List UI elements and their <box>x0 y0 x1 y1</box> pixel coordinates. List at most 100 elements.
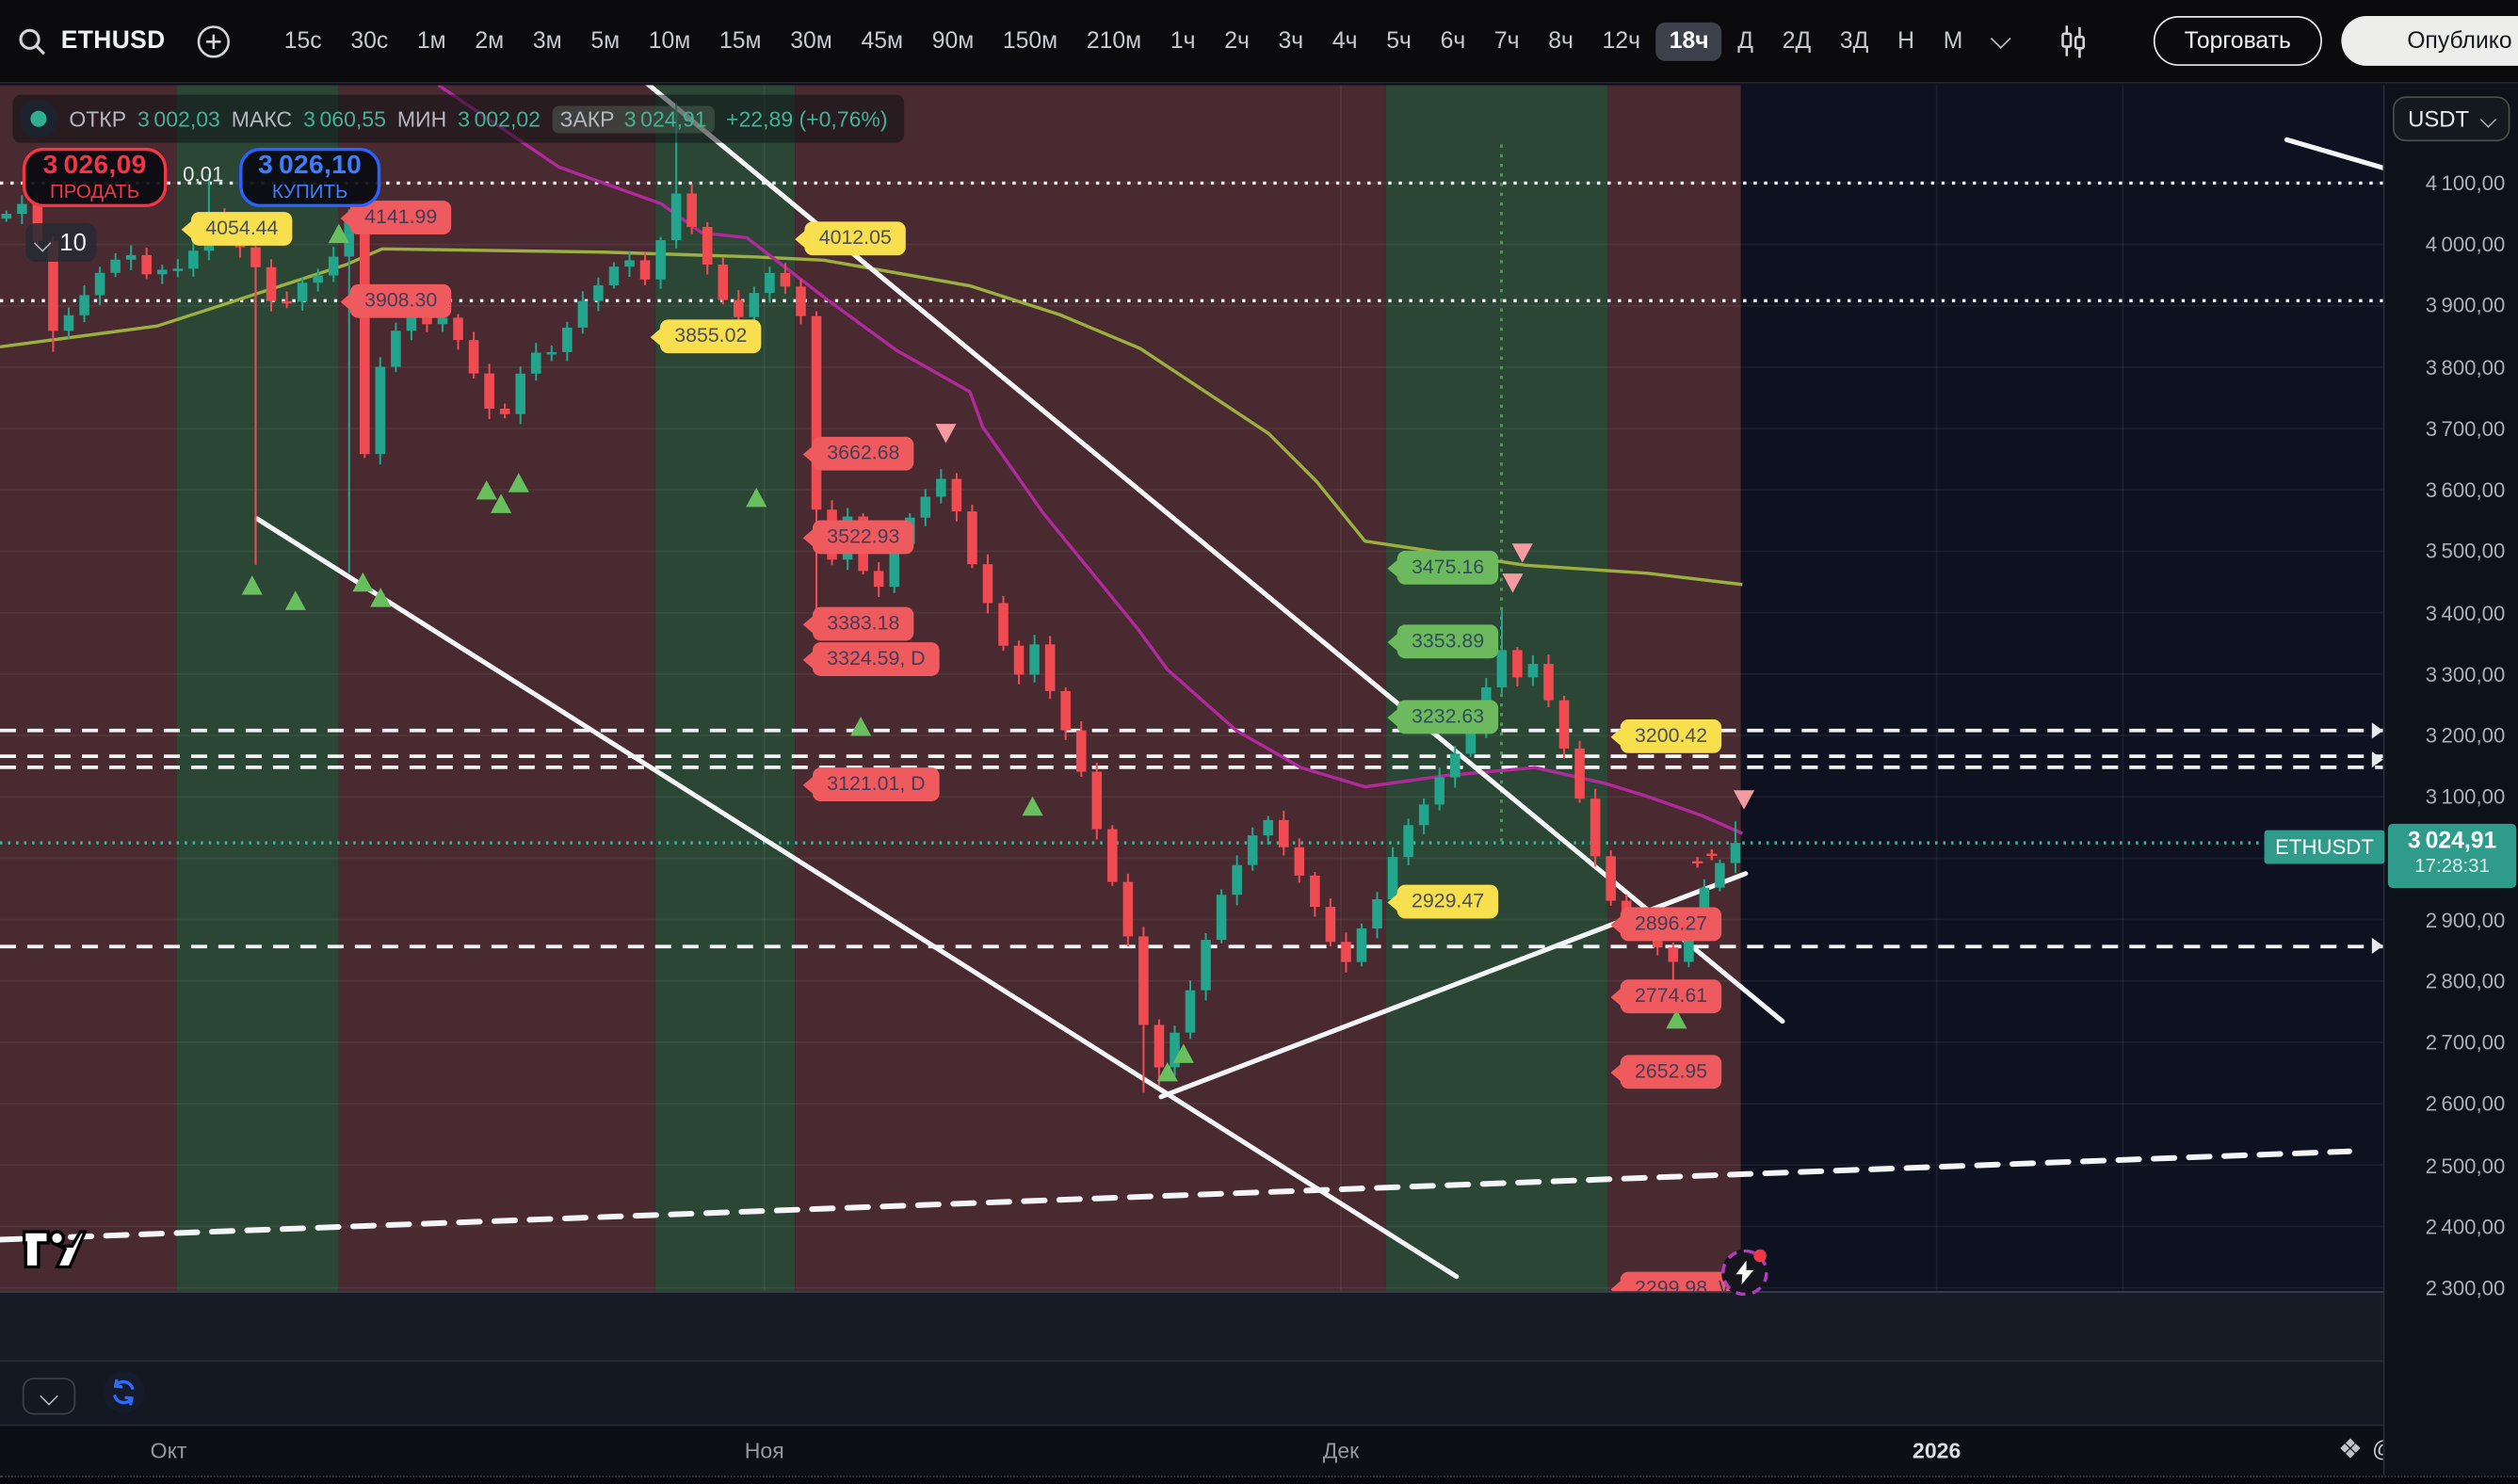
timeframe-2ч[interactable]: 2ч <box>1224 27 1250 55</box>
timeframe-Н[interactable]: Н <box>1897 27 1914 55</box>
timeframe-3Д[interactable]: 3Д <box>1839 27 1869 55</box>
axis-level-arrow <box>2371 938 2383 955</box>
timeframe-2Д[interactable]: 2Д <box>1782 27 1812 55</box>
axis-price-3400: 3 400,00 <box>2425 600 2506 625</box>
axis-level-arrow <box>2371 751 2383 768</box>
high-label: МАКС <box>231 106 293 131</box>
svg-text:+: + <box>1691 850 1703 874</box>
timeframe-8ч[interactable]: 8ч <box>1548 27 1574 55</box>
trend-lines <box>0 85 2383 1280</box>
low-value: 3 002,02 <box>458 106 541 131</box>
series-toggle-icon[interactable] <box>19 99 58 138</box>
timeframe-45м[interactable]: 45м <box>861 27 903 55</box>
timeframe-15с[interactable]: 15с <box>283 27 322 55</box>
timeframe-15м[interactable]: 15м <box>719 27 762 55</box>
axis-price-2300: 2 300,00 <box>2425 1275 2506 1300</box>
timeframe-2м[interactable]: 2м <box>475 27 505 55</box>
buy-label: КУПИТЬ <box>271 180 348 203</box>
timeframe-30с[interactable]: 30с <box>350 27 389 55</box>
timeframe-3м[interactable]: 3м <box>532 27 562 55</box>
currency-value: USDT <box>2408 105 2470 132</box>
time-label-2026: 2026 <box>1913 1438 1961 1463</box>
close-label: ЗАКР <box>559 106 615 131</box>
axis-level-arrow <box>2371 722 2383 739</box>
search-icon[interactable] <box>16 24 48 56</box>
timeframe-150м[interactable]: 150м <box>1002 27 1058 55</box>
time-label-Дек: Дек <box>1322 1438 1360 1463</box>
notification-dot <box>1753 1249 1767 1263</box>
close-group: ЗАКР 3 024,91 <box>551 105 716 133</box>
axis-price-4000: 4 000,00 <box>2425 232 2506 257</box>
currency-dropdown[interactable]: USDT <box>2392 96 2510 142</box>
timeframes-expand-icon[interactable] <box>1991 26 2011 56</box>
chevron-down-icon <box>2479 110 2496 127</box>
axis-price-3800: 3 800,00 <box>2425 355 2506 379</box>
lightning-alert-button[interactable] <box>1721 1249 1768 1297</box>
timeframe-210м[interactable]: 210м <box>1086 27 1142 55</box>
timeframe-30м[interactable]: 30м <box>790 27 832 55</box>
axis-price-2700: 2 700,00 <box>2425 1030 2506 1055</box>
chart-type-candles-icon[interactable] <box>2055 22 2093 60</box>
compare-add-icon[interactable] <box>194 22 233 60</box>
low-label: МИН <box>396 106 447 131</box>
sell-label: ПРОДАТЬ <box>49 180 140 203</box>
last-price-box: 3 024,91 17:28:31 <box>2387 823 2517 889</box>
lower-pane <box>0 1291 2383 1361</box>
chevron-down-icon <box>34 234 52 251</box>
time-label-Окт: Окт <box>150 1438 187 1463</box>
timeframe-7ч[interactable]: 7ч <box>1493 27 1520 55</box>
lot-size-dropdown[interactable]: 10 <box>25 223 97 262</box>
close-value: 3 024,91 <box>623 106 707 131</box>
background-bands <box>0 85 1741 1292</box>
trade-button[interactable]: Торговать <box>2154 16 2322 66</box>
timeframe-12ч[interactable]: 12ч <box>1602 27 1640 55</box>
svg-text:+: + <box>1705 844 1718 867</box>
timeframe-18ч[interactable]: 18ч <box>1656 22 1722 60</box>
timeframe-М[interactable]: М <box>1943 27 1963 55</box>
top-toolbar: ETHUSD 15с 30с 1м 2м 3м 5м 10м 15м 30м 45м 90м 150м… <box>0 0 2518 84</box>
last-price-symbol-tag: ETHUSDT <box>2264 830 2385 864</box>
timeframe-1м[interactable]: 1м <box>416 27 446 55</box>
timeframe-5м[interactable]: 5м <box>590 27 621 55</box>
axis-price-3600: 3 600,00 <box>2425 477 2506 503</box>
open-label: ОТКР <box>69 106 127 131</box>
publish-button[interactable]: Опублико <box>2340 16 2518 66</box>
timeframe-3ч[interactable]: 3ч <box>1278 27 1304 55</box>
timeframe-90м[interactable]: 90м <box>931 27 975 55</box>
countdown-time: 17:28:31 <box>2414 854 2490 878</box>
lot-size-value: 10 <box>59 229 87 257</box>
window-bottom-edge <box>0 1476 2518 1484</box>
binance-icon: ❖ <box>2337 1433 2363 1465</box>
timeframe-Д[interactable]: Д <box>1737 27 1754 55</box>
high-value: 3 060,55 <box>303 106 386 131</box>
axis-price-3100: 3 100,00 <box>2425 784 2506 809</box>
axis-price-3500: 3 500,00 <box>2425 539 2506 564</box>
pane-controls-row <box>0 1360 2383 1425</box>
refresh-button[interactable] <box>103 1371 145 1413</box>
sell-button[interactable]: 3 026,09 ПРОДАТЬ <box>22 147 168 207</box>
price-axis[interactable]: USDT 3 024,91 17:28:31 4 100,00 4 000,00 3… <box>2382 85 2518 1476</box>
timeframe-1ч[interactable]: 1ч <box>1170 27 1196 55</box>
axis-price-2800: 2 800,00 <box>2425 968 2506 993</box>
axis-price-4100: 4 100,00 <box>2425 170 2506 196</box>
timeframe-4ч[interactable]: 4ч <box>1332 27 1358 55</box>
timeframe-6ч[interactable]: 6ч <box>1440 27 1466 55</box>
collapse-pane-button[interactable] <box>22 1378 76 1415</box>
spread-value: 0,01 <box>183 162 224 186</box>
axis-price-2400: 2 400,00 <box>2425 1214 2506 1239</box>
time-label-Ноя: Ноя <box>744 1438 784 1463</box>
timeframe-5ч[interactable]: 5ч <box>1386 27 1412 55</box>
axis-price-3700: 3 700,00 <box>2425 416 2506 441</box>
tradingview-logo[interactable] <box>22 1230 88 1276</box>
last-price-value: 3 024,91 <box>2407 828 2497 855</box>
axis-price-2500: 2 500,00 <box>2425 1153 2506 1178</box>
timeframe-row: 15с 30с 1м 2м 3м 5м 10м 15м 30м 45м 90м 150м 210м 1ч 2… <box>271 22 1976 60</box>
change-value: +22,89 (+0,76%) <box>726 106 888 131</box>
symbol-name[interactable]: ETHUSD <box>60 26 166 55</box>
timeframe-10м[interactable]: 10м <box>648 27 691 55</box>
buy-button[interactable]: 3 026,10 КУПИТЬ <box>239 147 381 207</box>
chart-plot[interactable]: + + <box>0 85 2383 1292</box>
signal-markers: + + <box>241 223 1755 1082</box>
